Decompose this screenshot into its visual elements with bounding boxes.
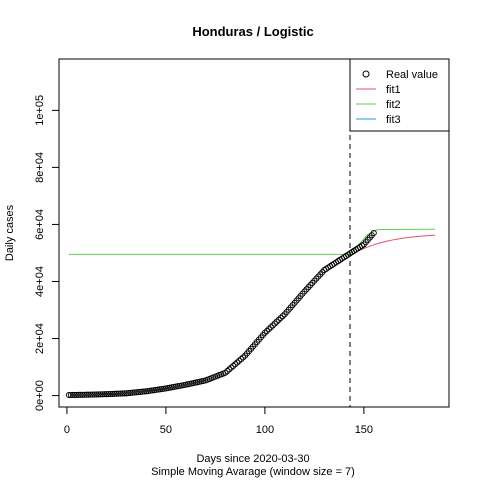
- real-value-point: [69, 391, 76, 399]
- real-value-point: [75, 391, 82, 398]
- y-tick-label: 2e+04: [34, 323, 46, 354]
- real-value-point: [137, 388, 144, 395]
- real-value-point: [91, 391, 98, 398]
- real-value-point: [133, 389, 140, 396]
- real-value-point: [101, 391, 108, 398]
- real-value-point: [67, 391, 74, 399]
- real-value-point: [234, 359, 241, 366]
- real-value-point: [236, 357, 243, 364]
- x-tick-label: 50: [160, 424, 172, 436]
- real-value-point: [273, 318, 280, 325]
- real-value-point: [224, 368, 231, 375]
- real-value-point: [89, 391, 96, 398]
- real-value-point: [79, 391, 86, 398]
- real-value-point: [119, 390, 126, 397]
- real-value-point: [277, 314, 284, 322]
- real-value-point: [83, 391, 90, 398]
- real-value-point: [226, 366, 233, 373]
- real-value-point: [135, 389, 142, 396]
- real-value-point: [279, 313, 286, 320]
- legend-label-fit3: fit3: [386, 114, 401, 126]
- legend: Real value fit1 fit2 fit3: [349, 58, 450, 132]
- y-tick-label: 0e+00: [34, 380, 46, 411]
- real-value-point: [123, 390, 130, 397]
- real-value-point: [129, 389, 136, 396]
- series-layer: [65, 228, 436, 399]
- y-tick-label: 4e+04: [34, 266, 46, 297]
- real-value-point: [261, 329, 268, 336]
- legend-label-fit1: fit1: [386, 84, 401, 96]
- real-value-point: [263, 327, 270, 335]
- legend-label-real-value: Real value: [386, 69, 438, 81]
- real-value-point: [139, 388, 146, 395]
- series-real-value: [65, 229, 377, 399]
- y-tick-label: 6e+04: [34, 209, 46, 240]
- y-axis: 0e+00 2e+04 4e+04 6e+04 8e+04 1e+05: [34, 95, 60, 411]
- real-value-point: [65, 391, 72, 399]
- x-tick-label: 0: [64, 424, 70, 436]
- real-value-point: [113, 390, 120, 397]
- real-value-point: [121, 390, 128, 397]
- y-tick-label: 1e+05: [34, 95, 46, 126]
- legend-label-fit2: fit2: [386, 99, 401, 111]
- legend-marker-real-value: [362, 70, 370, 78]
- x-axis: 0 50 100 150: [64, 406, 373, 436]
- x-tick-label: 150: [355, 424, 373, 436]
- real-value-point: [271, 320, 278, 327]
- real-value-point: [97, 391, 104, 398]
- real-value-point: [73, 391, 80, 398]
- x-tick-label: 100: [256, 424, 274, 436]
- real-value-point: [103, 391, 110, 398]
- y-axis-label: Daily cases: [4, 204, 16, 261]
- chart-title: Honduras / Logistic: [192, 24, 313, 39]
- real-value-point: [115, 390, 122, 397]
- real-value-point: [125, 390, 132, 397]
- real-value-point: [85, 391, 92, 398]
- real-value-point: [105, 391, 112, 398]
- real-value-point: [222, 369, 229, 376]
- real-value-point: [99, 391, 106, 398]
- x-axis-label: Days since 2020-03-30: [196, 453, 309, 465]
- real-value-point: [228, 364, 235, 371]
- real-value-point: [95, 391, 102, 398]
- real-value-point: [232, 361, 239, 368]
- real-value-point: [81, 391, 88, 398]
- real-value-point: [141, 388, 148, 395]
- real-value-point: [77, 391, 84, 398]
- real-value-point: [275, 316, 282, 323]
- real-value-point: [109, 390, 116, 397]
- real-value-point: [87, 391, 94, 398]
- real-value-point: [265, 326, 272, 333]
- real-value-point: [238, 356, 245, 363]
- real-value-point: [107, 390, 114, 398]
- series-fit1-line: [349, 234, 436, 257]
- real-value-point: [93, 391, 100, 398]
- real-value-point: [269, 322, 276, 329]
- x-axis-sublabel: Simple Moving Avarage (window size = 7): [151, 466, 355, 478]
- real-value-point: [240, 354, 247, 361]
- real-value-point: [267, 324, 274, 331]
- real-value-point: [127, 389, 134, 396]
- real-value-point: [71, 391, 78, 398]
- y-tick-label: 8e+04: [34, 152, 46, 183]
- real-value-point: [131, 389, 138, 396]
- real-value-point: [111, 390, 118, 397]
- real-value-point: [230, 362, 237, 369]
- real-value-point: [370, 229, 377, 237]
- real-value-point: [117, 390, 124, 397]
